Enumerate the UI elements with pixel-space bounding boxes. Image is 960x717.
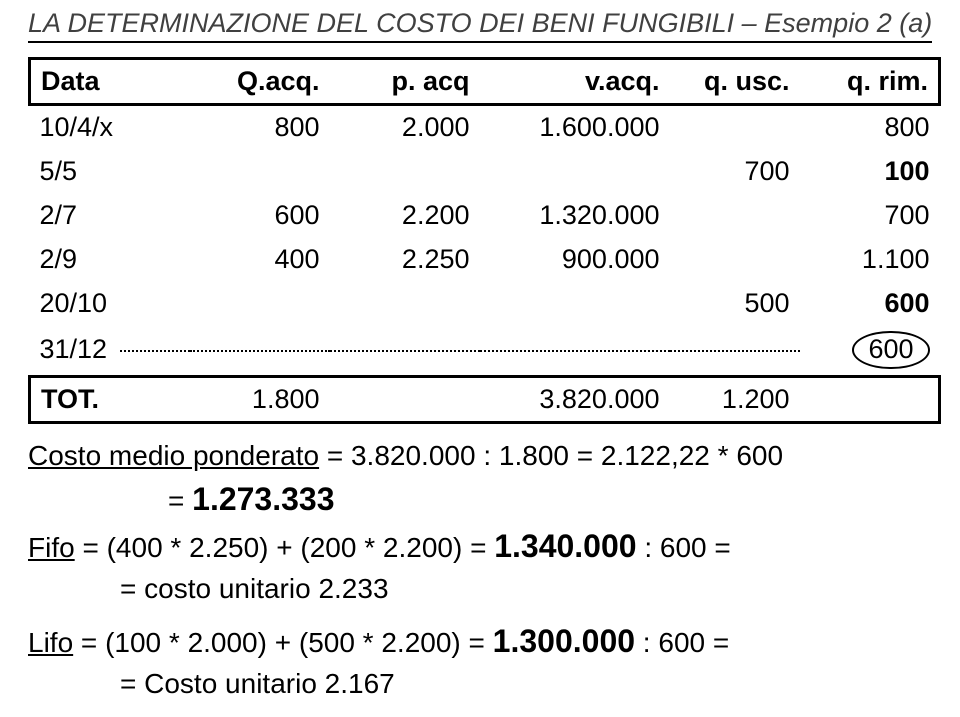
fifo-label: Fifo (28, 532, 75, 563)
table-header-row: Data Q.acq. p. acq v.acq. q. usc. q. rim… (30, 59, 940, 105)
cell-date: 2/7 (30, 193, 190, 237)
cell-vacq: 1.600.000 (480, 105, 670, 150)
cm-label: Costo medio ponderato (28, 440, 319, 471)
totals-label: TOT. (30, 376, 190, 422)
totals-qusc: 1.200 (670, 376, 800, 422)
col-header-vacq: v.acq. (480, 59, 670, 105)
calc-cm-result: = 1.273.333 (28, 476, 932, 522)
dotted-line (670, 350, 800, 352)
cell-pacq: 2.250 (330, 237, 480, 281)
cell-qrim: 600 (800, 325, 940, 376)
dotted-line (120, 350, 190, 352)
table-row: 10/4/x 800 2.000 1.600.000 800 (30, 105, 940, 150)
table-totals-row: TOT. 1.800 3.820.000 1.200 (30, 376, 940, 422)
fifo-result: 1.340.000 (494, 528, 636, 564)
cell-qacq (190, 281, 330, 325)
cell-qusc (670, 193, 800, 237)
fifo-tail: : 600 = (637, 532, 731, 563)
cm-expr: = 3.820.000 : 1.800 = 2.122,22 * 600 (319, 440, 783, 471)
cell-date-text: 31/12 (40, 334, 108, 364)
cell-qacq (190, 325, 330, 376)
cell-date: 2/9 (30, 237, 190, 281)
cell-qrim: 800 (800, 105, 940, 150)
cell-pacq (330, 149, 480, 193)
cell-pacq (330, 325, 480, 376)
dotted-line (480, 350, 670, 352)
cell-vacq (480, 149, 670, 193)
circled-value: 600 (852, 331, 929, 369)
cell-vacq (480, 325, 670, 376)
col-header-date: Data (30, 59, 190, 105)
data-table: Data Q.acq. p. acq v.acq. q. usc. q. rim… (28, 57, 941, 424)
col-header-qrim: q. rim. (800, 59, 940, 105)
totals-qrim (800, 376, 940, 422)
cm-eq: = (168, 485, 192, 516)
cell-qrim: 600 (800, 281, 940, 325)
col-header-pacq: p. acq (330, 59, 480, 105)
cell-date: 31/12 (30, 325, 190, 376)
title-container: LA DETERMINAZIONE DEL COSTO DEI BENI FUN… (28, 8, 932, 43)
cell-qacq (190, 149, 330, 193)
lifo-label: Lifo (28, 627, 73, 658)
table-row: 2/9 400 2.250 900.000 1.100 (30, 237, 940, 281)
calculations: Costo medio ponderato = 3.820.000 : 1.80… (28, 436, 932, 705)
table-row: 20/10 500 600 (30, 281, 940, 325)
cell-qusc (670, 237, 800, 281)
cell-pacq (330, 281, 480, 325)
cell-date: 10/4/x (30, 105, 190, 150)
cm-result: 1.273.333 (192, 481, 334, 517)
cell-qusc: 700 (670, 149, 800, 193)
dotted-line (190, 350, 330, 352)
col-header-qacq: Q.acq. (190, 59, 330, 105)
calc-costo-medio: Costo medio ponderato = 3.820.000 : 1.80… (28, 436, 932, 477)
cell-pacq: 2.000 (330, 105, 480, 150)
cell-qusc: 500 (670, 281, 800, 325)
cell-vacq (480, 281, 670, 325)
table-row: 5/5 700 100 (30, 149, 940, 193)
slide-title: LA DETERMINAZIONE DEL COSTO DEI BENI FUN… (28, 8, 932, 38)
spacer (28, 610, 932, 618)
calc-fifo: Fifo = (400 * 2.250) + (200 * 2.200) = 1… (28, 523, 932, 569)
cell-date: 5/5 (30, 149, 190, 193)
cell-qrim: 700 (800, 193, 940, 237)
cell-pacq: 2.200 (330, 193, 480, 237)
cell-date: 20/10 (30, 281, 190, 325)
cell-qusc (670, 325, 800, 376)
col-header-qusc: q. usc. (670, 59, 800, 105)
cell-qacq: 400 (190, 237, 330, 281)
cell-vacq: 900.000 (480, 237, 670, 281)
lifo-expr: = (100 * 2.000) + (500 * 2.200) = (73, 627, 493, 658)
calc-lifo: Lifo = (100 * 2.000) + (500 * 2.200) = 1… (28, 618, 932, 664)
totals-qacq: 1.800 (190, 376, 330, 422)
calc-lifo-line2: = Costo unitario 2.167 (28, 664, 932, 705)
cell-qacq: 800 (190, 105, 330, 150)
fifo-expr: = (400 * 2.250) + (200 * 2.200) = (75, 532, 495, 563)
cell-vacq: 1.320.000 (480, 193, 670, 237)
totals-pacq (330, 376, 480, 422)
cell-qrim: 1.100 (800, 237, 940, 281)
cell-qacq: 600 (190, 193, 330, 237)
cell-qusc (670, 105, 800, 150)
table-row: 2/7 600 2.200 1.320.000 700 (30, 193, 940, 237)
lifo-tail: : 600 = (635, 627, 729, 658)
calc-fifo-line2: = costo unitario 2.233 (28, 569, 932, 610)
dotted-line (330, 350, 480, 352)
table-row-dotted: 31/12 600 (30, 325, 940, 376)
cell-qrim: 100 (800, 149, 940, 193)
lifo-result: 1.300.000 (493, 623, 635, 659)
totals-vacq: 3.820.000 (480, 376, 670, 422)
